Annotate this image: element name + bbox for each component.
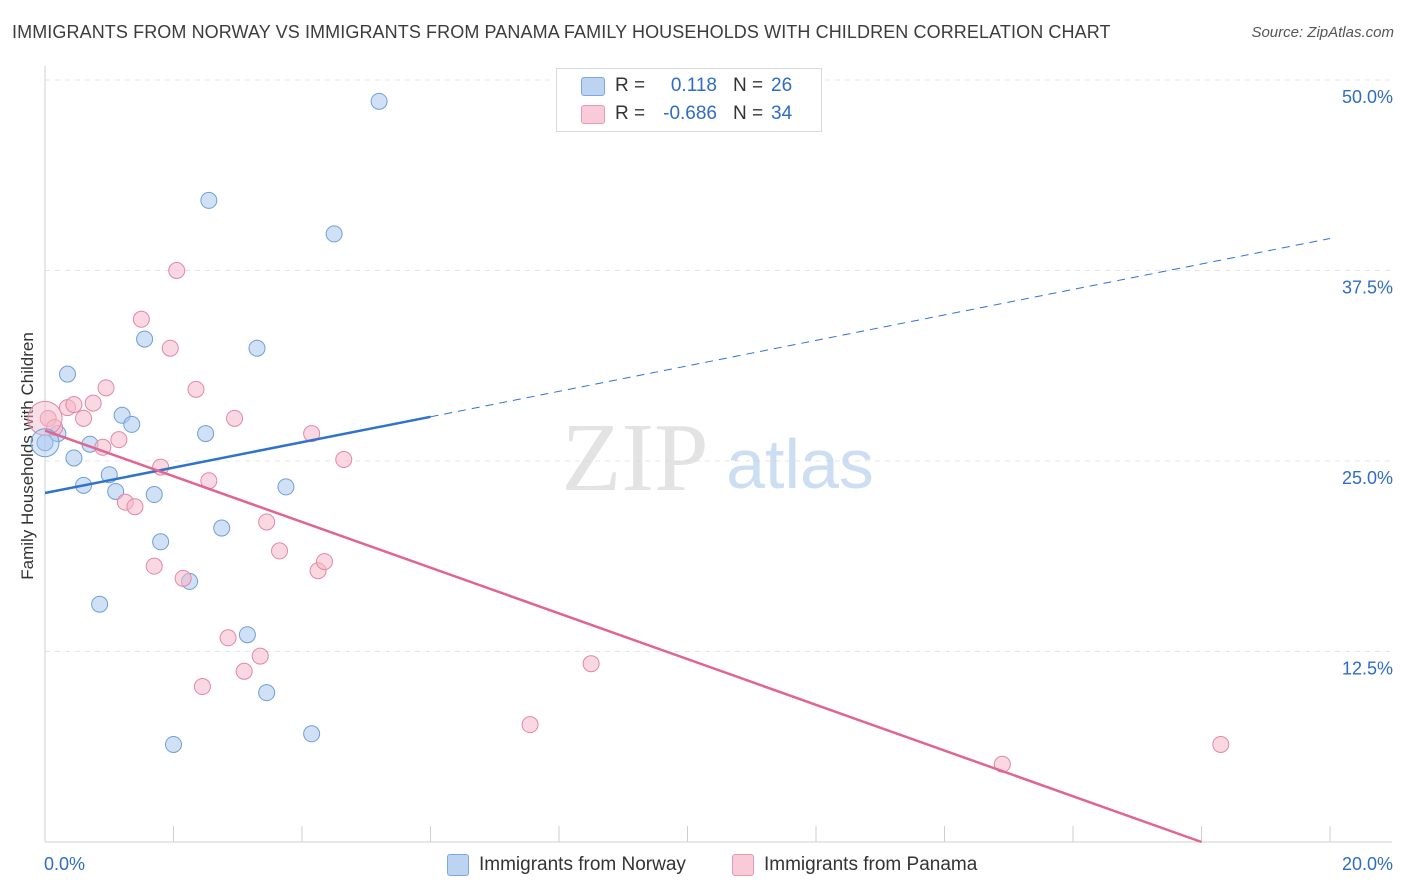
- stats-box: R = 0.118 N = 26 R = -0.686 N = 34: [556, 68, 822, 132]
- panama-point: [145, 557, 163, 575]
- norway-point: [136, 330, 154, 348]
- panama-point: [335, 450, 353, 468]
- n-label: N =: [733, 103, 764, 124]
- norway-point: [152, 533, 170, 551]
- stats-row-panama: R = -0.686 N = 34: [557, 100, 821, 128]
- watermark-atlas: atlas: [726, 425, 874, 503]
- norway-point: [213, 519, 231, 537]
- panama-point: [235, 662, 253, 680]
- panama-point: [27, 400, 63, 436]
- panama-point: [271, 542, 289, 560]
- stats-row-norway: R = 0.118 N = 26: [557, 72, 821, 100]
- norway-point: [238, 626, 256, 644]
- n-value: 34: [771, 103, 793, 124]
- panama-point: [132, 310, 150, 328]
- y-tick-label: 37.5%: [1342, 278, 1393, 298]
- panama-point: [226, 409, 244, 427]
- n-label: N =: [733, 75, 764, 96]
- y-tick-label: 25.0%: [1342, 468, 1393, 488]
- panama-point: [582, 655, 600, 673]
- x-tick-label: 0.0%: [44, 854, 85, 874]
- axes: [44, 66, 1392, 843]
- norway-point: [200, 191, 218, 209]
- x-tick-label: 20.0%: [1342, 854, 1393, 874]
- legend-label-panama: Immigrants from Panama: [764, 854, 978, 875]
- panama-point: [1212, 735, 1230, 753]
- y-tick-label: 12.5%: [1342, 659, 1393, 679]
- panama-swatch: [581, 105, 605, 124]
- panama-point: [97, 379, 115, 397]
- panama-point: [65, 396, 83, 414]
- panama-point: [126, 498, 144, 516]
- panama-point: [161, 339, 179, 357]
- tick-labels: 12.5% 25.0% 37.5% 50.0% 0.0% 20.0%: [44, 87, 1393, 874]
- norway-point: [65, 449, 83, 467]
- panama-point: [187, 380, 205, 398]
- r-label: R =: [615, 75, 646, 96]
- norway-point: [277, 478, 295, 496]
- norway-point: [303, 725, 321, 743]
- data-points: [27, 92, 1230, 773]
- panama-point: [75, 409, 93, 427]
- panama-point: [258, 513, 276, 531]
- norway-point: [30, 428, 60, 458]
- panama-point: [521, 716, 539, 734]
- norway-point: [58, 365, 76, 383]
- panama-point: [315, 553, 333, 571]
- r-value: 0.118: [670, 75, 717, 96]
- r-value: -0.686: [663, 103, 717, 124]
- r-label: R =: [615, 103, 646, 124]
- n-value: 26: [771, 75, 793, 96]
- panama-point: [193, 678, 211, 696]
- panama-trend-line: [44, 429, 1202, 844]
- norway-swatch: [581, 77, 605, 96]
- norway-point: [91, 595, 109, 613]
- chart-title: IMMIGRANTS FROM NORWAY VS IMMIGRANTS FRO…: [12, 22, 1111, 42]
- legend-swatch-panama: [732, 854, 754, 876]
- norway-point: [325, 225, 343, 243]
- legend-swatch-norway: [447, 854, 469, 876]
- norway-point: [36, 434, 54, 452]
- norway-point: [370, 92, 388, 110]
- panama-point: [168, 262, 186, 279]
- norway-point: [107, 482, 125, 500]
- panama-point: [219, 629, 237, 647]
- y-tick-label: 50.0%: [1342, 87, 1393, 107]
- norway-point: [197, 425, 215, 443]
- watermark-zip: ZIP: [562, 404, 709, 512]
- gridlines: [45, 79, 1392, 652]
- panama-point: [251, 647, 269, 665]
- norway-trend-extension: [430, 238, 1331, 418]
- norway-point: [258, 684, 276, 702]
- panama-point: [110, 431, 128, 449]
- legend: Immigrants from Norway Immigrants from P…: [0, 852, 1406, 878]
- source-credit: Source: ZipAtlas.com: [1251, 24, 1394, 41]
- norway-trend-line: [44, 415, 431, 495]
- norway-point: [248, 339, 266, 357]
- norway-point: [145, 486, 163, 504]
- watermark: ZIP atlas: [562, 404, 874, 512]
- panama-point: [174, 569, 192, 587]
- trend-lines: [44, 238, 1331, 844]
- norway-point: [165, 735, 182, 753]
- panama-point: [84, 394, 102, 412]
- norway-point: [123, 415, 141, 433]
- legend-label-norway: Immigrants from Norway: [479, 854, 686, 875]
